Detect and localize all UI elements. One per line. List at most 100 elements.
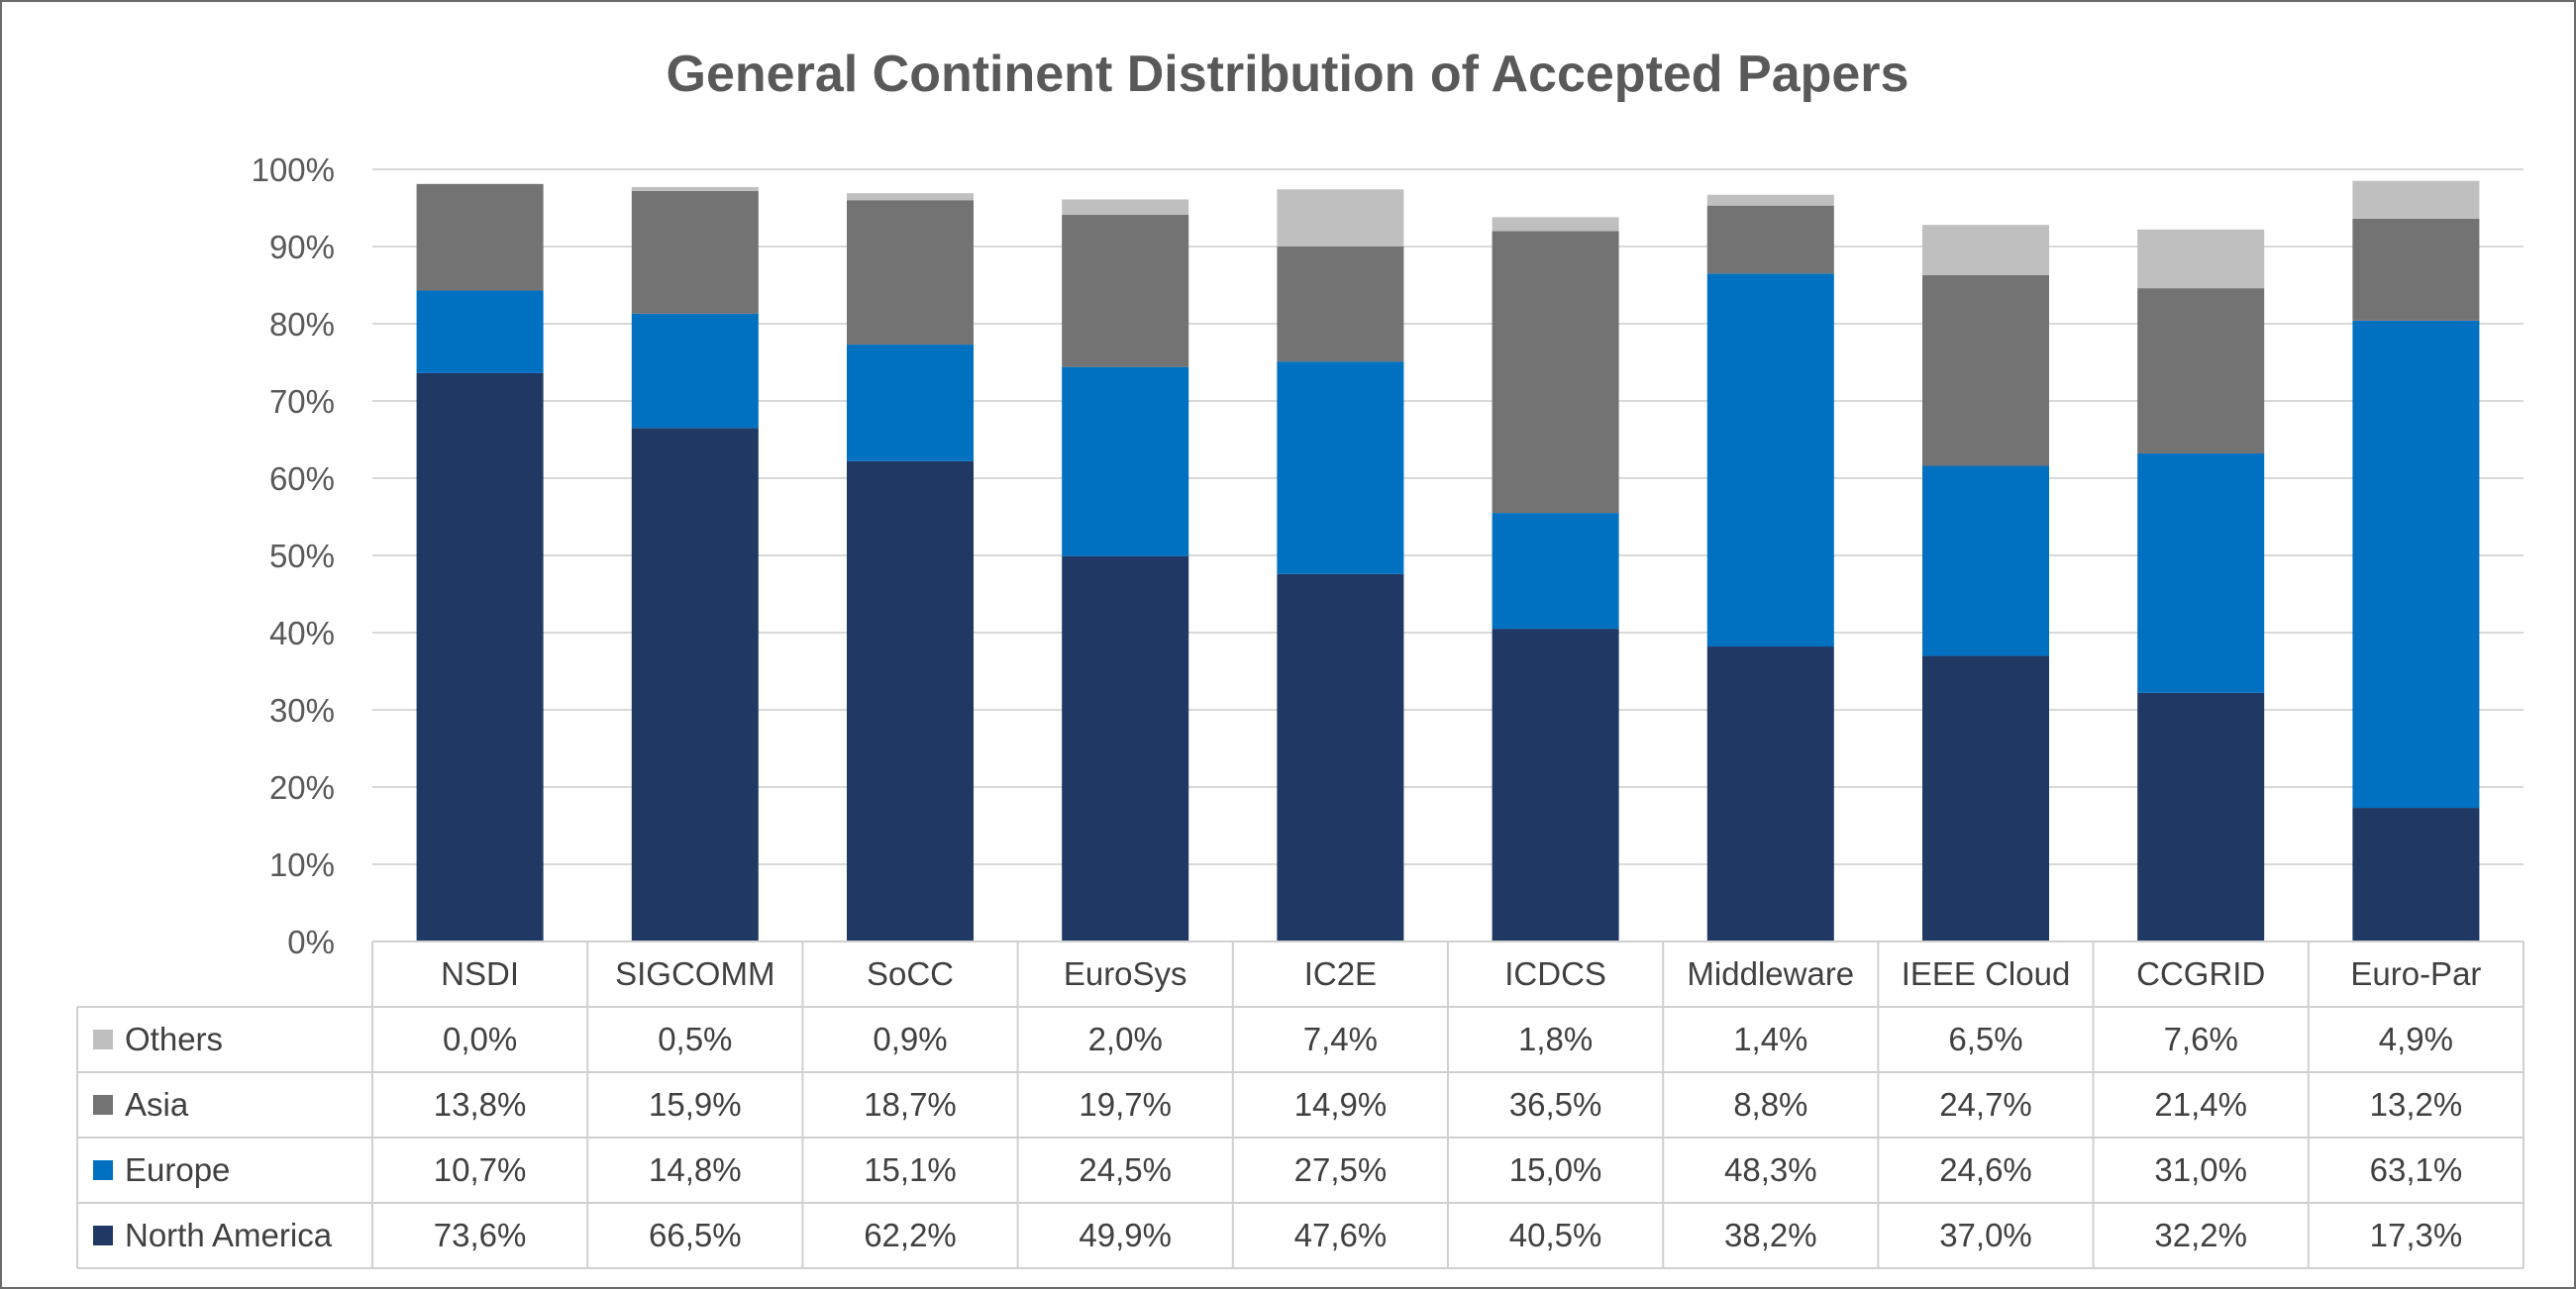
cell-asia-middleware: 8,8% [1733, 1086, 1807, 1123]
bar-socc-europe [847, 345, 974, 461]
bar-ccgrid-europe [2137, 453, 2265, 693]
cell-europe-icdcs: 15,0% [1509, 1151, 1602, 1188]
bar-ccgrid-others [2137, 229, 2265, 289]
cell-others-eurosys: 2,0% [1088, 1021, 1163, 1057]
bar-socc-asia [847, 200, 974, 346]
y-tick-70: 70% [269, 383, 335, 420]
cell-europe-eurosys: 24,5% [1079, 1151, 1172, 1188]
bar-eurosys-asia [1062, 215, 1189, 367]
data-table: NSDI SIGCOMM SoCC EuroSys IC2E ICDCS Middlewar… [76, 941, 2524, 1269]
bar-eurosys-europe [1062, 366, 1189, 556]
bar-icdcs-europe [1492, 513, 1619, 630]
cell-asia-ieee-cloud: 24,7% [1939, 1086, 2032, 1123]
cell-europe-ic2e: 27,5% [1294, 1151, 1388, 1188]
category-label-ic2e: IC2E [1304, 955, 1377, 992]
y-axis-ticks: 0% 10% 20% 30% 40% 50% 60% 70% 80% 90% 100% [252, 151, 335, 960]
bar-ic2e-europe [1277, 361, 1404, 574]
bar-eurosys-north-america [1062, 555, 1189, 942]
category-label-ieee-cloud: IEEE Cloud [1902, 955, 2071, 992]
cell-others-middleware: 1,4% [1733, 1021, 1807, 1057]
y-tick-80: 80% [269, 306, 335, 343]
cell-asia-icdcs: 36,5% [1509, 1086, 1602, 1123]
cell-europe-ieee-cloud: 24,6% [1939, 1151, 2032, 1188]
category-label-eurosys: EuroSys [1064, 955, 1187, 992]
category-label-icdcs: ICDCS [1504, 955, 1606, 992]
y-tick-0: 0% [287, 924, 335, 960]
category-label-ccgrid: CCGRID [2136, 955, 2265, 992]
cell-others-ieee-cloud: 6,5% [1948, 1021, 2022, 1057]
bar-ic2e-north-america [1277, 573, 1404, 942]
bar-euro-par-asia [2352, 218, 2480, 321]
bar-ieee-cloud-asia [1922, 274, 2049, 466]
cell-asia-socc: 18,7% [864, 1086, 957, 1123]
cell-others-sigcomm: 0,5% [658, 1021, 732, 1057]
bar-euro-par-north-america [2352, 808, 2480, 942]
bar-nsdi-north-america [416, 372, 544, 942]
cell-asia-eurosys: 19,7% [1079, 1086, 1172, 1123]
bar-middleware-north-america [1706, 646, 1834, 942]
bar-icdcs-north-america [1492, 629, 1619, 942]
cell-europe-ccgrid: 31,0% [2154, 1151, 2247, 1188]
cell-europe-middleware: 48,3% [1724, 1151, 1817, 1188]
bar-sigcomm-north-america [631, 428, 759, 942]
cell-north-america-socc: 62,2% [864, 1217, 957, 1253]
cell-asia-ccgrid: 21,4% [2154, 1086, 2247, 1123]
cell-north-america-ieee-cloud: 37,0% [1939, 1217, 2032, 1253]
bar-ic2e-asia [1277, 247, 1404, 362]
bar-middleware-others [1706, 194, 1834, 206]
cell-asia-nsdi: 13,8% [434, 1086, 527, 1123]
category-label-euro-par: Euro-Par [2350, 955, 2481, 992]
bar-nsdi-asia [416, 183, 544, 291]
cell-north-america-nsdi: 73,6% [434, 1217, 527, 1253]
y-tick-20: 20% [269, 769, 335, 806]
cell-europe-sigcomm: 14,8% [649, 1151, 742, 1188]
cell-north-america-middleware: 38,2% [1724, 1217, 1817, 1253]
legend-key-asia [93, 1095, 113, 1115]
bar-middleware-europe [1706, 273, 1834, 647]
y-tick-30: 30% [269, 692, 335, 729]
bar-ieee-cloud-europe [1922, 465, 2049, 656]
cell-others-ic2e: 7,4% [1303, 1021, 1378, 1057]
cell-north-america-euro-par: 17,3% [2370, 1217, 2463, 1253]
category-label-socc: SoCC [867, 955, 954, 992]
legend-label-north-america: North America [125, 1217, 333, 1253]
bar-sigcomm-europe [631, 313, 759, 429]
cell-others-socc: 0,9% [873, 1021, 947, 1057]
legend-key-europe [93, 1160, 113, 1180]
cell-others-ccgrid: 7,6% [2164, 1021, 2238, 1057]
cell-north-america-icdcs: 40,5% [1509, 1217, 1602, 1253]
cell-asia-ic2e: 14,9% [1294, 1086, 1388, 1123]
legend-key-others [93, 1030, 113, 1049]
y-tick-60: 60% [269, 460, 335, 497]
bar-euro-par-others [2352, 180, 2480, 219]
y-tick-100: 100% [252, 151, 335, 188]
category-label-sigcomm: SIGCOMM [615, 955, 774, 992]
legend-label-others: Others [125, 1021, 223, 1057]
bar-middleware-asia [1706, 205, 1834, 274]
bar-ieee-cloud-others [1922, 225, 2049, 275]
cell-asia-euro-par: 13,2% [2370, 1086, 2463, 1123]
cell-europe-nsdi: 10,7% [434, 1151, 527, 1188]
bar-nsdi-europe [416, 290, 544, 373]
legend-key-north-america [93, 1226, 113, 1245]
bar-icdcs-asia [1492, 231, 1619, 514]
bar-euro-par-europe [2352, 320, 2480, 809]
category-label-nsdi: NSDI [441, 955, 519, 992]
cell-north-america-eurosys: 49,9% [1079, 1217, 1172, 1253]
cell-north-america-ccgrid: 32,2% [2154, 1217, 2247, 1253]
bar-socc-north-america [847, 460, 974, 942]
bar-sigcomm-asia [631, 190, 759, 314]
bars [416, 180, 2480, 942]
category-label-middleware: Middleware [1687, 955, 1854, 992]
bar-socc-others [847, 193, 974, 201]
cell-europe-euro-par: 63,1% [2370, 1151, 2463, 1188]
cell-north-america-ic2e: 47,6% [1294, 1217, 1388, 1253]
cell-asia-sigcomm: 15,9% [649, 1086, 742, 1123]
y-tick-10: 10% [269, 846, 335, 883]
legend-label-asia: Asia [125, 1086, 189, 1123]
y-tick-40: 40% [269, 615, 335, 651]
cell-others-euro-par: 4,9% [2379, 1021, 2453, 1057]
bar-icdcs-others [1492, 217, 1619, 232]
cell-others-nsdi: 0,0% [443, 1021, 517, 1057]
